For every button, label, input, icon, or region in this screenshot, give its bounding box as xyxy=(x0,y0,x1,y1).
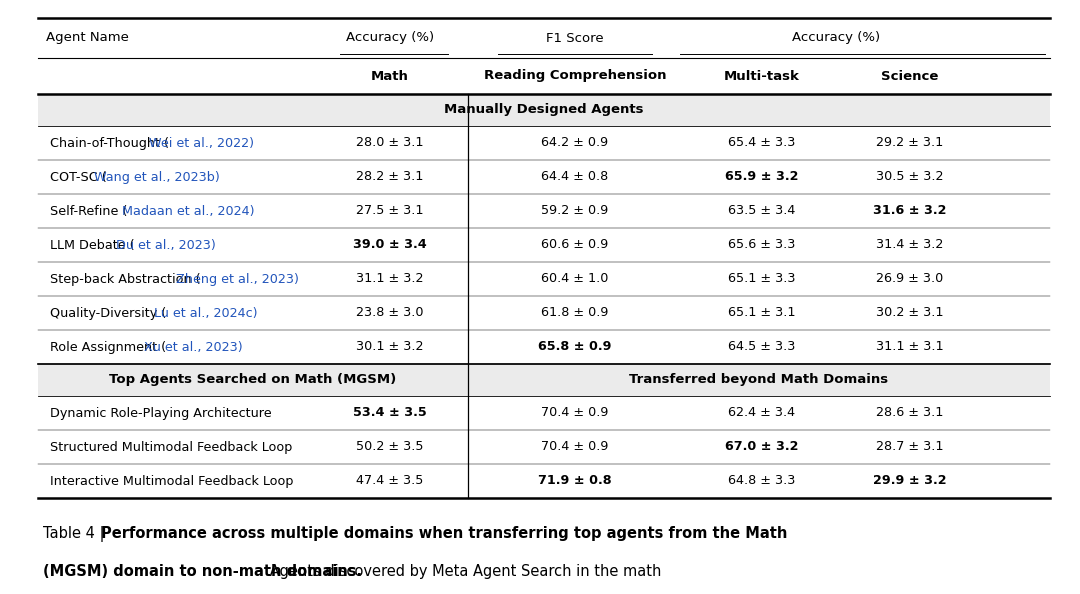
Text: 70.4 ± 0.9: 70.4 ± 0.9 xyxy=(541,441,609,453)
Text: (MGSM) domain to non-math domains.: (MGSM) domain to non-math domains. xyxy=(43,564,362,579)
Text: Step-back Abstraction (: Step-back Abstraction ( xyxy=(50,273,201,286)
Text: Wang et al., 2023b): Wang et al., 2023b) xyxy=(94,170,219,184)
Text: 65.1 ± 3.1: 65.1 ± 3.1 xyxy=(728,307,796,320)
Text: Transferred beyond Math Domains: Transferred beyond Math Domains xyxy=(630,374,889,387)
Text: Agents discovered by Meta Agent Search in the math: Agents discovered by Meta Agent Search i… xyxy=(265,564,661,579)
Text: Role Assignment (: Role Assignment ( xyxy=(50,340,166,353)
Text: 62.4 ± 3.4: 62.4 ± 3.4 xyxy=(728,406,796,419)
Text: 64.2 ± 0.9: 64.2 ± 0.9 xyxy=(541,137,608,150)
Text: 64.5 ± 3.3: 64.5 ± 3.3 xyxy=(728,340,796,353)
Text: 70.4 ± 0.9: 70.4 ± 0.9 xyxy=(541,406,609,419)
Text: 60.4 ± 1.0: 60.4 ± 1.0 xyxy=(541,273,609,286)
Text: Math: Math xyxy=(372,69,409,83)
Text: 27.5 ± 3.1: 27.5 ± 3.1 xyxy=(356,204,423,217)
Text: 47.4 ± 3.5: 47.4 ± 3.5 xyxy=(356,475,423,488)
Text: 67.0 ± 3.2: 67.0 ± 3.2 xyxy=(726,441,799,453)
Text: Multi-task: Multi-task xyxy=(724,69,800,83)
Text: 64.8 ± 3.3: 64.8 ± 3.3 xyxy=(728,475,796,488)
Text: 65.6 ± 3.3: 65.6 ± 3.3 xyxy=(728,239,796,251)
Text: Interactive Multimodal Feedback Loop: Interactive Multimodal Feedback Loop xyxy=(50,475,294,488)
Text: Dynamic Role-Playing Architecture: Dynamic Role-Playing Architecture xyxy=(50,406,272,419)
Text: Science: Science xyxy=(881,69,939,83)
Text: 65.8 ± 0.9: 65.8 ± 0.9 xyxy=(538,340,611,353)
Text: 26.9 ± 3.0: 26.9 ± 3.0 xyxy=(876,273,944,286)
Text: Du et al., 2023): Du et al., 2023) xyxy=(116,239,216,251)
Text: Reading Comprehension: Reading Comprehension xyxy=(484,69,666,83)
Text: 28.0 ± 3.1: 28.0 ± 3.1 xyxy=(356,137,423,150)
Text: Wei et al., 2022): Wei et al., 2022) xyxy=(149,137,254,150)
Text: Performance across multiple domains when transferring top agents from the Math: Performance across multiple domains when… xyxy=(102,526,787,541)
Text: 71.9 ± 0.8: 71.9 ± 0.8 xyxy=(538,475,611,488)
Text: 61.8 ± 0.9: 61.8 ± 0.9 xyxy=(541,307,609,320)
Text: 28.7 ± 3.1: 28.7 ± 3.1 xyxy=(876,441,944,453)
Text: F1 Score: F1 Score xyxy=(546,31,604,45)
Text: Manually Designed Agents: Manually Designed Agents xyxy=(444,103,644,116)
Text: Structured Multimodal Feedback Loop: Structured Multimodal Feedback Loop xyxy=(50,441,293,453)
Text: Accuracy (%): Accuracy (%) xyxy=(792,31,880,45)
Text: 31.1 ± 3.1: 31.1 ± 3.1 xyxy=(876,340,944,353)
Text: 65.9 ± 3.2: 65.9 ± 3.2 xyxy=(726,170,799,184)
Bar xyxy=(38,94,1050,126)
Bar xyxy=(38,364,1050,396)
Text: 30.1 ± 3.2: 30.1 ± 3.2 xyxy=(356,340,423,353)
Text: 28.2 ± 3.1: 28.2 ± 3.1 xyxy=(356,170,423,184)
Text: 30.5 ± 3.2: 30.5 ± 3.2 xyxy=(876,170,944,184)
Text: 65.4 ± 3.3: 65.4 ± 3.3 xyxy=(728,137,796,150)
Text: Lu et al., 2024c): Lu et al., 2024c) xyxy=(154,307,258,320)
Text: Self-Refine (: Self-Refine ( xyxy=(50,204,127,217)
Text: 50.2 ± 3.5: 50.2 ± 3.5 xyxy=(356,441,423,453)
Text: 31.6 ± 3.2: 31.6 ± 3.2 xyxy=(874,204,947,217)
Text: Agent Name: Agent Name xyxy=(46,31,129,45)
Text: Chain-of-Thought (: Chain-of-Thought ( xyxy=(50,137,168,150)
Text: 53.4 ± 3.5: 53.4 ± 3.5 xyxy=(353,406,427,419)
Text: 29.2 ± 3.1: 29.2 ± 3.1 xyxy=(876,137,944,150)
Text: Top Agents Searched on Math (MGSM): Top Agents Searched on Math (MGSM) xyxy=(109,374,396,387)
Text: 60.6 ± 0.9: 60.6 ± 0.9 xyxy=(541,239,609,251)
Text: Table 4 |: Table 4 | xyxy=(43,526,109,542)
Text: 28.6 ± 3.1: 28.6 ± 3.1 xyxy=(876,406,944,419)
Text: Accuracy (%): Accuracy (%) xyxy=(346,31,434,45)
Text: COT-SC (: COT-SC ( xyxy=(50,170,107,184)
Text: 29.9 ± 3.2: 29.9 ± 3.2 xyxy=(874,475,947,488)
Text: 64.4 ± 0.8: 64.4 ± 0.8 xyxy=(541,170,609,184)
Text: 31.4 ± 3.2: 31.4 ± 3.2 xyxy=(876,239,944,251)
Text: 59.2 ± 0.9: 59.2 ± 0.9 xyxy=(541,204,609,217)
Text: 63.5 ± 3.4: 63.5 ± 3.4 xyxy=(728,204,796,217)
Text: LLM Debate (: LLM Debate ( xyxy=(50,239,135,251)
Text: 39.0 ± 3.4: 39.0 ± 3.4 xyxy=(353,239,427,251)
Text: 23.8 ± 3.0: 23.8 ± 3.0 xyxy=(356,307,423,320)
Text: Madaan et al., 2024): Madaan et al., 2024) xyxy=(121,204,254,217)
Text: Quality-Diversity (: Quality-Diversity ( xyxy=(50,307,166,320)
Text: 30.2 ± 3.1: 30.2 ± 3.1 xyxy=(876,307,944,320)
Text: 31.1 ± 3.2: 31.1 ± 3.2 xyxy=(356,273,423,286)
Text: Zheng et al., 2023): Zheng et al., 2023) xyxy=(176,273,299,286)
Text: Xu et al., 2023): Xu et al., 2023) xyxy=(144,340,242,353)
Text: 65.1 ± 3.3: 65.1 ± 3.3 xyxy=(728,273,796,286)
